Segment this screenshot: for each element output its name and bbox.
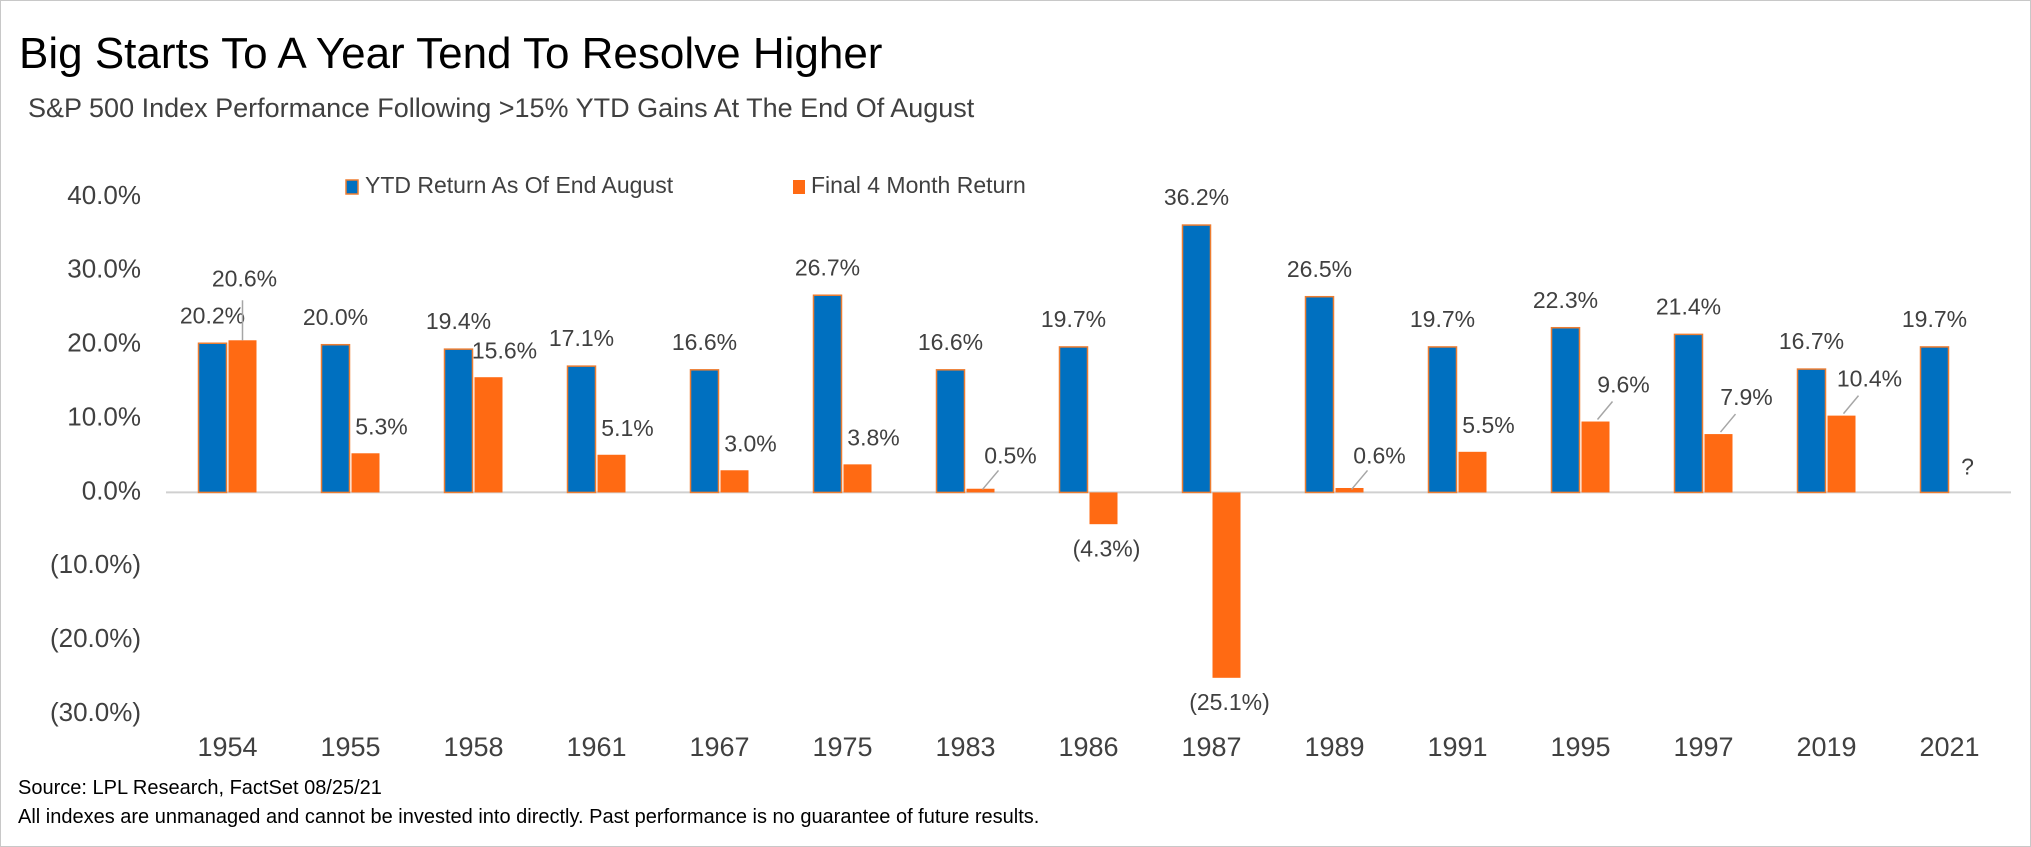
source-note: Source: LPL Research, FactSet 08/25/21 [18, 777, 382, 799]
x-tick-label: 1967 [689, 732, 749, 761]
bar-final-1989 [1335, 487, 1364, 493]
data-label-final-1989: 0.6% [1353, 443, 1405, 469]
x-tick-label: 2021 [1919, 732, 1979, 761]
data-label-ytd-1955: 20.0% [303, 304, 368, 330]
data-label-final-1983: 0.5% [984, 443, 1036, 469]
data-label-final-2019: 10.4% [1837, 366, 1902, 392]
bar-final-1986 [1089, 492, 1118, 525]
leader-line [1350, 469, 1369, 490]
data-label-ytd-2021: 19.7% [1902, 306, 1967, 332]
bar-ytd-1995 [1550, 326, 1581, 494]
y-tick-label: 0.0% [82, 475, 141, 505]
bar-final-1995 [1581, 421, 1610, 493]
bar-ytd-2021 [1919, 346, 1950, 494]
bar-ytd-1989 [1304, 295, 1335, 494]
bar-ytd-1997 [1673, 333, 1704, 494]
y-tick-label: 40.0% [67, 180, 141, 210]
bar-ytd-1975 [812, 294, 843, 494]
data-label-ytd-1995: 22.3% [1533, 287, 1598, 313]
disclaimer-note: All indexes are unmanaged and cannot be … [18, 806, 1040, 828]
data-label-ytd-1987: 36.2% [1164, 184, 1229, 210]
data-label-ytd-1958: 19.4% [426, 308, 491, 334]
y-tick-label: (30.0%) [50, 697, 141, 727]
data-label-final-1961: 5.1% [601, 415, 653, 441]
legend-swatch-final [793, 180, 805, 194]
bar-ytd-1958 [443, 348, 474, 494]
x-tick-label: 1954 [197, 732, 257, 761]
footnotes: Source: LPL Research, FactSet 08/25/21 A… [18, 774, 1039, 832]
bar-ytd-2019 [1796, 368, 1827, 494]
data-label-final-1975: 3.8% [847, 424, 899, 450]
bar-ytd-1955 [320, 343, 351, 494]
data-label-final-1955: 5.3% [355, 413, 407, 439]
data-label-ytd-1997: 21.4% [1656, 293, 1721, 319]
data-label-final-1991: 5.5% [1462, 412, 1514, 438]
bar-ytd-1991 [1427, 346, 1458, 494]
data-label-ytd-1967: 16.6% [672, 329, 737, 355]
bar-ytd-1983 [935, 369, 966, 494]
legend-label-ytd: YTD Return As Of End August [365, 172, 674, 198]
leader-line [981, 469, 1000, 490]
x-tick-label: 1983 [935, 732, 995, 761]
data-label-final-1967: 3.0% [724, 430, 776, 456]
bar-final-1954 [228, 340, 257, 493]
bar-final-1967 [720, 470, 749, 493]
bar-final-2019 [1827, 415, 1856, 493]
data-label-ytd-1954: 20.2% [180, 302, 245, 328]
leader-line [1842, 395, 1860, 415]
x-tick-label: 1995 [1550, 732, 1610, 761]
leader-line [1719, 413, 1737, 433]
data-label-final-1995: 9.6% [1597, 372, 1649, 398]
data-label-final-1958: 15.6% [472, 337, 537, 363]
bar-final-1961 [597, 454, 626, 493]
y-tick-label: 30.0% [67, 254, 141, 284]
x-tick-label: 1961 [566, 732, 626, 761]
y-tick-label: 10.0% [67, 401, 141, 431]
bar-ytd-1961 [566, 365, 597, 494]
x-tick-label: 2019 [1796, 732, 1856, 761]
data-label-ytd-2019: 16.7% [1779, 328, 1844, 354]
bar-ytd-1954 [197, 342, 228, 494]
x-tick-label: 1986 [1058, 732, 1118, 761]
chart-subtitle: S&P 500 Index Performance Following >15%… [28, 93, 975, 123]
bar-final-1955 [351, 453, 380, 493]
y-tick-label: 20.0% [67, 328, 141, 358]
bar-ytd-1987 [1181, 224, 1212, 494]
bar-final-1983 [966, 488, 995, 493]
legend-label-final: Final 4 Month Return [811, 172, 1026, 198]
legend-swatch-ytd [345, 179, 359, 195]
x-tick-label: 1989 [1304, 732, 1364, 761]
data-label-final-2021: ? [1961, 454, 1974, 480]
bar-ytd-1986 [1058, 346, 1089, 494]
chart-title: Big Starts To A Year Tend To Resolve Hig… [19, 29, 883, 78]
x-tick-label: 1997 [1673, 732, 1733, 761]
data-label-final-1954: 20.6% [212, 265, 277, 291]
data-label-ytd-1989: 26.5% [1287, 256, 1352, 282]
bar-final-1975 [843, 464, 872, 493]
bar-final-1997 [1704, 434, 1733, 493]
y-tick-label: (10.0%) [50, 549, 141, 579]
bar-chart: 40.0% 30.0% 20.0% 10.0% 0.0% (10.0%) (20.0%) (3… [50, 172, 2011, 761]
x-tick-label: 1975 [812, 732, 872, 761]
x-tick-label: 1955 [320, 732, 380, 761]
leader-line [1596, 401, 1614, 421]
bar-ytd-1967 [689, 369, 720, 494]
data-label-ytd-1975: 26.7% [795, 254, 860, 280]
bar-final-1987 [1212, 492, 1241, 678]
bar-final-1958 [474, 377, 503, 493]
x-tick-label: 1991 [1427, 732, 1487, 761]
x-tick-label: 1987 [1181, 732, 1241, 761]
data-label-final-1997: 7.9% [1720, 384, 1772, 410]
data-label-ytd-1961: 17.1% [549, 325, 614, 351]
data-label-ytd-1986: 19.7% [1041, 306, 1106, 332]
data-label-ytd-1991: 19.7% [1410, 306, 1475, 332]
bar-final-1991 [1458, 451, 1487, 493]
x-tick-label: 1958 [443, 732, 503, 761]
data-label-final-1987: (25.1%) [1189, 689, 1270, 715]
data-label-ytd-1983: 16.6% [918, 329, 983, 355]
data-label-final-1986: (4.3%) [1073, 535, 1141, 561]
y-tick-label: (20.0%) [50, 623, 141, 653]
